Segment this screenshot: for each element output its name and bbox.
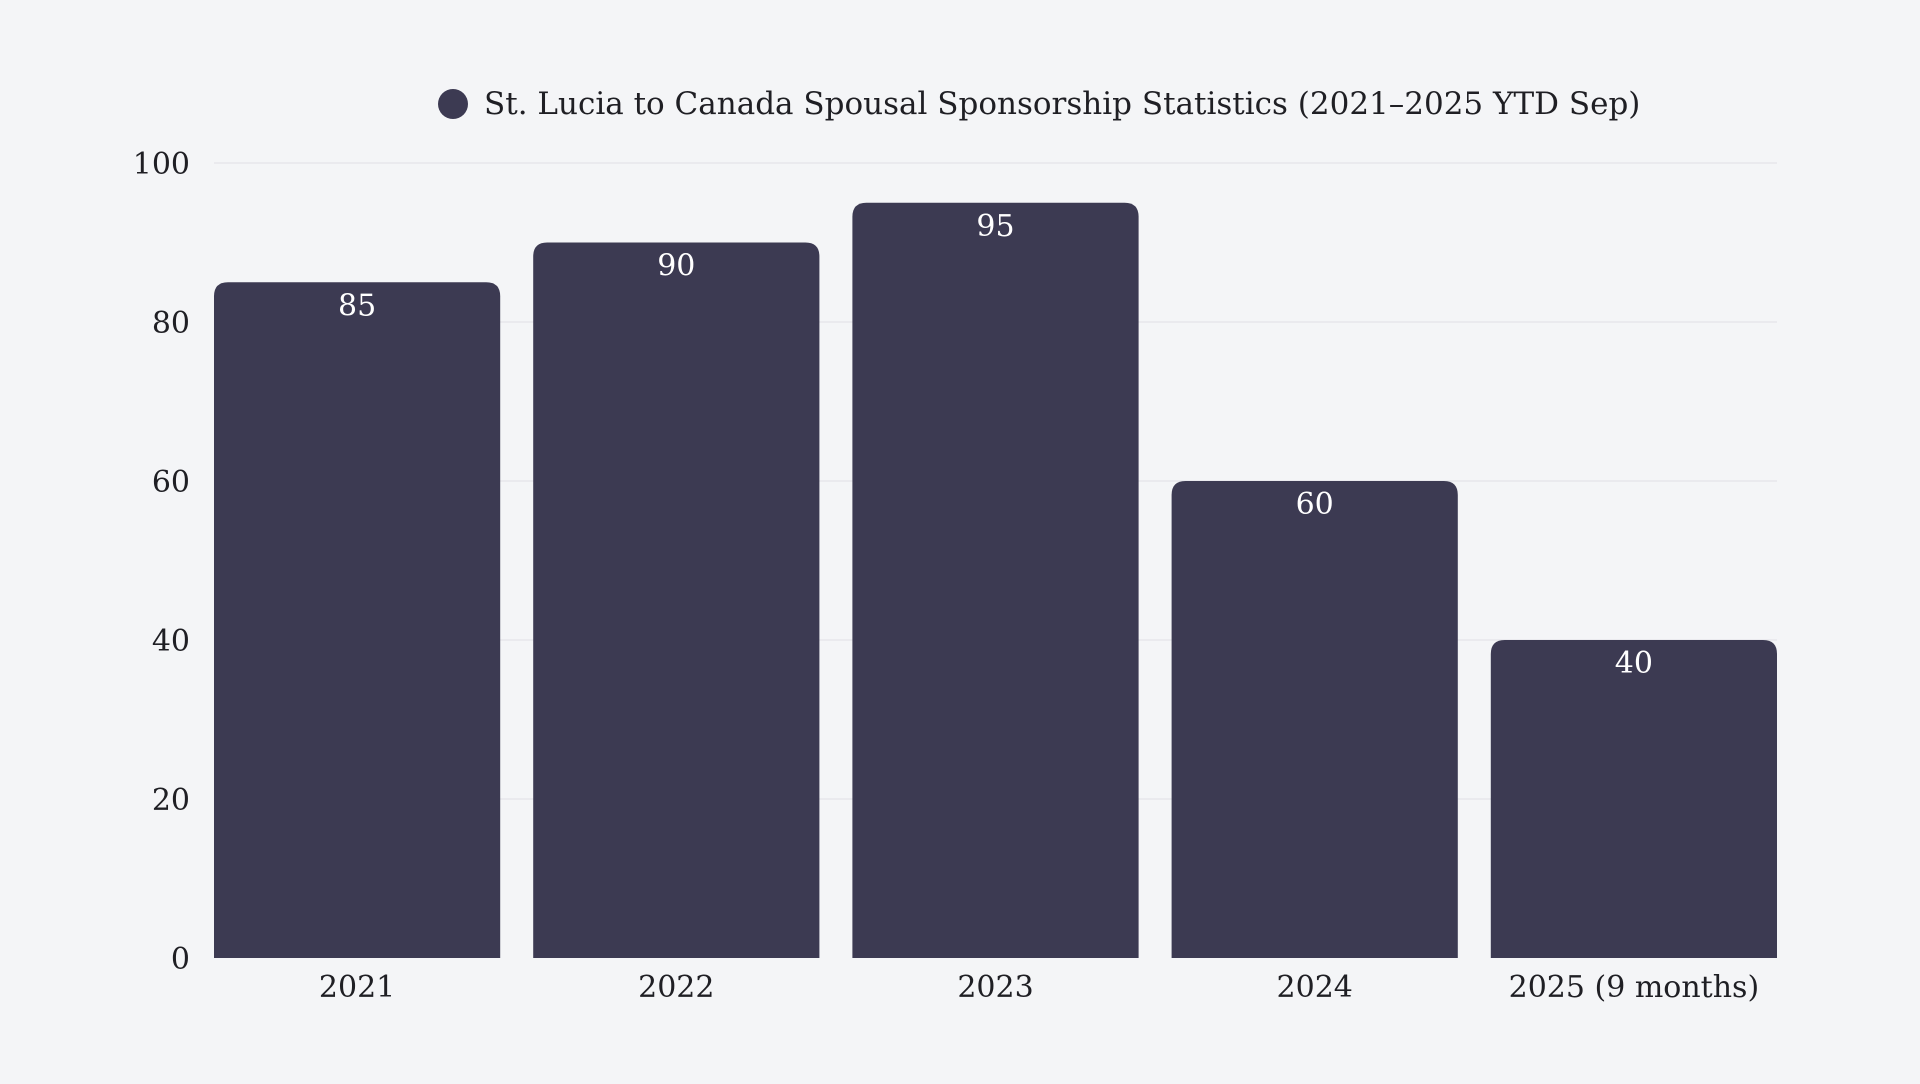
bar bbox=[1171, 481, 1458, 958]
x-axis: 2021 2022 2023 2024 2025 (9 months) bbox=[319, 970, 1759, 1005]
bar bbox=[852, 202, 1139, 958]
x-tick-label: 2023 bbox=[957, 970, 1033, 1005]
y-tick-label: 0 bbox=[171, 942, 190, 977]
data-label: 85 bbox=[338, 288, 376, 323]
x-tick-label: 2021 bbox=[319, 970, 395, 1005]
data-label: 40 bbox=[1615, 646, 1653, 681]
y-axis: 0 20 40 60 80 100 bbox=[133, 147, 190, 977]
x-tick-label: 2024 bbox=[1277, 970, 1353, 1005]
legend-swatch-icon bbox=[438, 89, 468, 119]
bar bbox=[214, 282, 501, 958]
bar bbox=[533, 242, 820, 958]
data-label: 95 bbox=[976, 209, 1014, 244]
x-tick-label: 2022 bbox=[638, 970, 714, 1005]
y-tick-label: 80 bbox=[152, 306, 190, 341]
bar bbox=[1490, 640, 1777, 958]
bars: 85 90 95 60 40 bbox=[214, 202, 1777, 958]
legend: St. Lucia to Canada Spousal Sponsorship … bbox=[438, 86, 1640, 122]
legend-label: St. Lucia to Canada Spousal Sponsorship … bbox=[484, 86, 1640, 122]
y-tick-label: 40 bbox=[152, 624, 190, 659]
x-tick-label: 2025 (9 months) bbox=[1509, 970, 1760, 1005]
data-label: 90 bbox=[657, 249, 695, 284]
y-tick-label: 60 bbox=[152, 465, 190, 500]
data-label: 60 bbox=[1296, 487, 1334, 522]
y-tick-label: 100 bbox=[133, 147, 190, 182]
y-tick-label: 20 bbox=[152, 783, 190, 818]
